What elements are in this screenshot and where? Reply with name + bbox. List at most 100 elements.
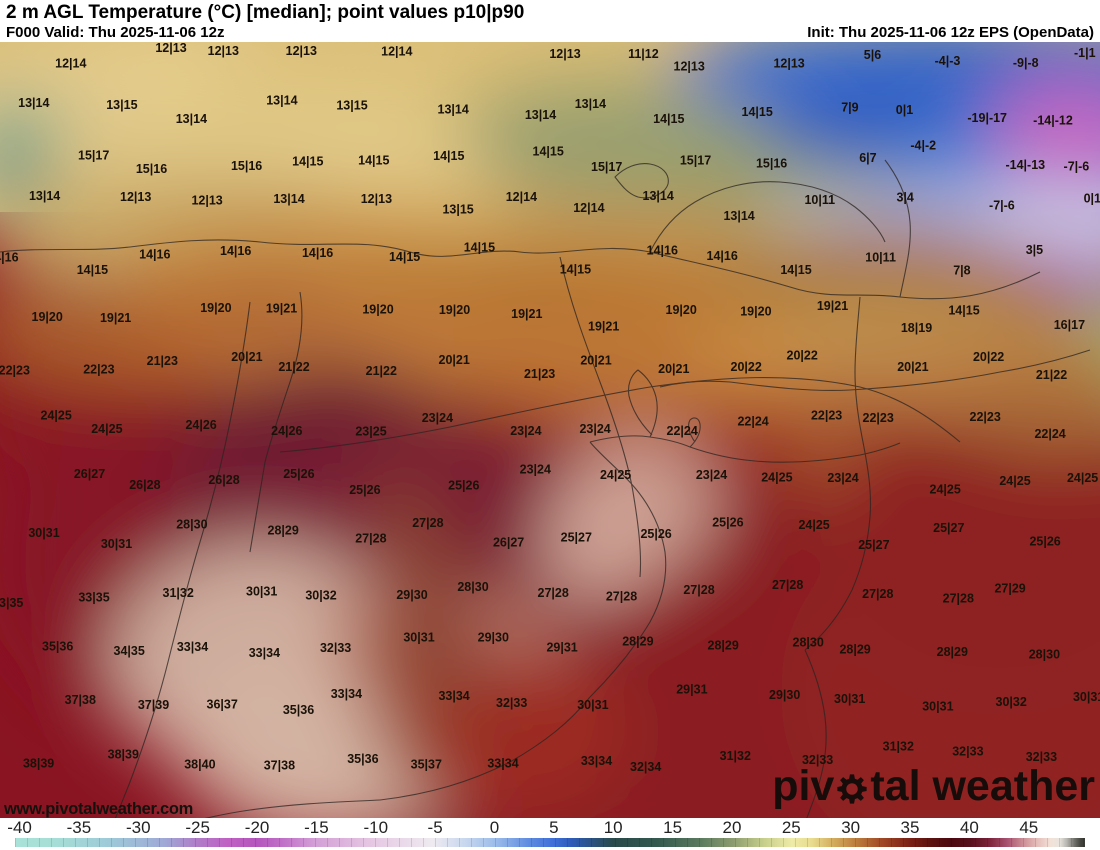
svg-text:5|6: 5|6: [864, 48, 881, 62]
svg-text:25|27: 25|27: [933, 521, 964, 535]
svg-text:13|14: 13|14: [525, 108, 556, 122]
svg-text:20|22: 20|22: [973, 350, 1004, 364]
svg-text:30|31: 30|31: [28, 526, 59, 540]
svg-text:13|14: 13|14: [643, 189, 674, 203]
svg-text:15|16: 15|16: [136, 162, 167, 176]
svg-text:25|26: 25|26: [640, 527, 671, 541]
svg-text:11|12: 11|12: [628, 47, 659, 61]
svg-text:30|31: 30|31: [577, 698, 608, 712]
svg-text:19|21: 19|21: [100, 311, 131, 325]
svg-text:23|24: 23|24: [422, 411, 453, 425]
svg-text:14|16: 14|16: [707, 249, 738, 263]
svg-text:21|23: 21|23: [147, 354, 178, 368]
svg-text:37|38: 37|38: [264, 758, 295, 772]
svg-text:14|16: 14|16: [647, 243, 678, 257]
svg-text:33|35: 33|35: [78, 590, 109, 604]
svg-text:14|15: 14|15: [433, 149, 464, 163]
svg-text:31|32: 31|32: [720, 749, 751, 763]
svg-text:38|39: 38|39: [23, 757, 54, 771]
svg-text:12|14: 12|14: [381, 44, 412, 58]
svg-text:28|30: 28|30: [176, 517, 207, 531]
svg-text:29|31: 29|31: [546, 641, 577, 655]
svg-text:24|25: 24|25: [41, 408, 72, 422]
svg-text:30|31: 30|31: [403, 630, 434, 644]
svg-text:22|24: 22|24: [667, 424, 698, 438]
svg-text:19|20: 19|20: [666, 303, 697, 317]
svg-text:16|17: 16|17: [1054, 318, 1085, 332]
svg-text:21|23: 21|23: [524, 367, 555, 381]
svg-text:13|14: 13|14: [176, 112, 207, 126]
svg-text:7|8: 7|8: [953, 263, 970, 277]
svg-text:33|34: 33|34: [438, 689, 469, 703]
svg-text:28|29: 28|29: [937, 645, 968, 659]
svg-text:12|13: 12|13: [120, 190, 151, 204]
svg-text:26|28: 26|28: [129, 478, 160, 492]
svg-text:27|28: 27|28: [862, 587, 893, 601]
svg-text:24|25: 24|25: [798, 518, 829, 532]
svg-text:14|15: 14|15: [742, 105, 773, 119]
svg-text:25|26: 25|26: [349, 483, 380, 497]
svg-text:19|20: 19|20: [439, 303, 470, 317]
svg-text:33|34: 33|34: [249, 646, 280, 660]
svg-text:13|15: 13|15: [106, 98, 137, 112]
svg-text:12|13: 12|13: [286, 44, 317, 58]
svg-text:28|30: 28|30: [457, 580, 488, 594]
svg-text:30|31: 30|31: [246, 585, 277, 599]
svg-text:-14|-13: -14|-13: [1005, 158, 1045, 172]
svg-text:28|29: 28|29: [839, 643, 870, 657]
svg-text:32|33: 32|33: [496, 696, 527, 710]
svg-text:26|28: 26|28: [208, 473, 239, 487]
svg-text:27|28: 27|28: [538, 586, 569, 600]
svg-text:12|14: 12|14: [55, 57, 86, 71]
svg-text:14|16: 14|16: [139, 248, 170, 262]
svg-text:28|29: 28|29: [622, 635, 653, 649]
svg-text:-9|-8: -9|-8: [1013, 56, 1039, 70]
svg-text:-14|-12: -14|-12: [1033, 113, 1073, 127]
svg-text:24|25: 24|25: [761, 470, 792, 484]
svg-text:30|31: 30|31: [922, 699, 953, 713]
svg-text:15|16: 15|16: [231, 159, 262, 173]
svg-text:14|15: 14|15: [560, 263, 591, 277]
svg-text:36|37: 36|37: [207, 698, 238, 712]
svg-text:19|21: 19|21: [511, 307, 542, 321]
svg-text:33|34: 33|34: [487, 756, 518, 770]
svg-text:6|7: 6|7: [859, 151, 876, 165]
svg-text:31|32: 31|32: [163, 586, 194, 600]
svg-text:35|36: 35|36: [283, 703, 314, 717]
svg-text:30|32: 30|32: [305, 588, 336, 602]
svg-text:10|11: 10|11: [865, 250, 896, 264]
svg-text:20|22: 20|22: [731, 360, 762, 374]
svg-text:12|14: 12|14: [506, 190, 537, 204]
svg-text:13|15: 13|15: [442, 203, 473, 217]
svg-text:24|25: 24|25: [930, 482, 961, 496]
svg-text:22|23: 22|23: [970, 410, 1001, 424]
svg-text:15|17: 15|17: [591, 160, 622, 174]
svg-text:0|1: 0|1: [896, 103, 913, 117]
svg-text:24|26: 24|26: [185, 418, 216, 432]
svg-text:20|21: 20|21: [580, 353, 611, 367]
svg-text:28|29: 28|29: [708, 639, 739, 653]
svg-text:12|13: 12|13: [773, 57, 804, 71]
svg-text:24|25: 24|25: [999, 474, 1030, 488]
svg-text:19|20: 19|20: [200, 301, 231, 315]
svg-text:21|22: 21|22: [278, 360, 309, 374]
svg-text:12|13: 12|13: [361, 192, 392, 206]
svg-text:13|14: 13|14: [18, 96, 49, 110]
svg-text:19|21: 19|21: [266, 302, 297, 316]
svg-text:-4|-3: -4|-3: [935, 54, 961, 68]
svg-text:35|36: 35|36: [347, 752, 378, 766]
svg-text:34|35: 34|35: [114, 644, 145, 658]
svg-text:19|20: 19|20: [362, 303, 393, 317]
svg-text:14|15: 14|15: [780, 263, 811, 277]
svg-text:-19|-17: -19|-17: [967, 111, 1007, 125]
svg-text:38|39: 38|39: [108, 748, 139, 762]
svg-text:20|21: 20|21: [658, 362, 689, 376]
svg-text:33|35: 33|35: [0, 596, 23, 610]
svg-text:19|20: 19|20: [740, 304, 771, 318]
svg-text:13|14: 13|14: [438, 103, 469, 117]
svg-text:27|28: 27|28: [412, 516, 443, 530]
svg-text:14|15: 14|15: [533, 145, 564, 159]
svg-text:3|5: 3|5: [1026, 243, 1043, 257]
svg-text:37|39: 37|39: [138, 698, 169, 712]
svg-text:30|32: 30|32: [996, 695, 1027, 709]
